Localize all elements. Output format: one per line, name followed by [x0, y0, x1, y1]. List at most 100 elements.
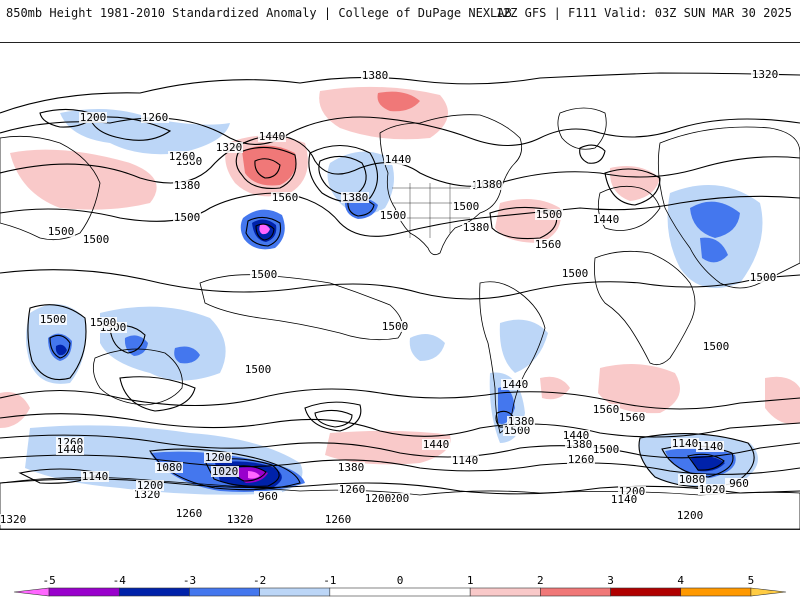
contour-label: 1320	[0, 513, 26, 526]
contour-label-bg	[136, 480, 164, 491]
contour-label: 1440	[385, 153, 412, 166]
coastline-africa	[594, 250, 696, 366]
colorbar-tick-label: -4	[113, 574, 127, 587]
negative-anomaly-area	[498, 387, 515, 424]
contour-label: 1260	[176, 507, 203, 520]
colorbar-ticks: -5 -4 -3 -2 -1 0 1 2 3 4 5	[42, 574, 754, 587]
contour-label-bg	[451, 455, 479, 466]
contour-label-bg	[141, 112, 169, 123]
contour-label-bg	[0, 514, 27, 525]
contour-label-bg	[381, 321, 409, 332]
positive-anomaly-area	[0, 392, 30, 428]
contour-label: 1080	[679, 473, 706, 486]
contour-label: 1200	[365, 492, 392, 505]
contour-label-bg	[696, 441, 724, 452]
colorbar-bin	[189, 587, 260, 597]
map-canvas: 1380132012001260144013801260132013801500…	[0, 68, 800, 529]
map-title: 850mb Height 1981-2010 Standardized Anom…	[6, 6, 512, 20]
positive-anomaly-area	[495, 199, 561, 243]
contour-label: 1200	[205, 451, 232, 464]
contour-label-bg	[79, 112, 107, 123]
contour-label-bg	[89, 317, 117, 328]
contour-label: 960	[729, 477, 749, 490]
contour-label-bg	[462, 222, 490, 233]
state-boundaries	[392, 183, 480, 238]
contour-label: 1500	[174, 211, 201, 224]
coastline-south-america	[479, 281, 546, 434]
contour-label: 1200	[80, 111, 107, 124]
contour-label-bg	[535, 209, 563, 220]
contour-label: 1080	[156, 461, 183, 474]
contour-label-bg	[562, 430, 590, 441]
positive-anomaly-area	[242, 145, 296, 186]
colorbar-tick-label: -2	[253, 574, 266, 587]
colorbar-tick-label: -3	[183, 574, 196, 587]
contour-label: 1380	[362, 69, 389, 82]
contour-label-bg	[173, 180, 201, 191]
contour-label: 1500	[536, 208, 563, 221]
negative-anomaly-area	[700, 237, 728, 263]
contour-label-bg	[751, 69, 779, 80]
contour-low-hawaii-inner	[255, 223, 275, 241]
contour-label-bg	[361, 70, 389, 81]
contour-label: 1140	[452, 454, 479, 467]
negative-anomaly-area	[499, 319, 548, 373]
coastline-europe	[597, 185, 661, 231]
contour-label: 1380	[566, 438, 593, 451]
contour-label-bg	[254, 491, 282, 502]
colorbar-bin	[118, 587, 190, 597]
contour-label: 960	[258, 490, 278, 503]
contour-label-bg	[507, 416, 535, 427]
contour-label: 1320	[134, 488, 161, 501]
contour-label: 1020	[212, 465, 239, 478]
colorbar-bin	[610, 587, 682, 597]
contour-label: 1500	[380, 209, 407, 222]
negative-anomaly-area	[55, 344, 67, 356]
colorbar: -5 -4 -3 -2 -1 0 1 2 3 4 5	[13, 574, 787, 597]
colorbar-tick-label: 4	[677, 574, 684, 587]
contour-label: 1140	[82, 470, 109, 483]
colorbar-tick-label: 3	[607, 574, 614, 587]
contour-1560-south-indian	[119, 376, 196, 412]
contour-label-bg	[452, 201, 480, 212]
contour-1500-africa	[604, 168, 661, 206]
contour-label-bg	[204, 452, 232, 463]
contour-low-south-pacific-inner	[49, 334, 71, 359]
contour-label: 1140	[697, 440, 724, 453]
contour-label-bg	[676, 510, 704, 521]
contour-label: 1440	[259, 130, 286, 143]
contour-label: 1380	[463, 221, 490, 234]
contour-1560-inner	[254, 158, 281, 179]
colorbar-bin	[48, 587, 120, 597]
contour-label-bg	[250, 269, 278, 280]
contour-label: 1440	[563, 429, 590, 442]
colorbar-tick-label: 2	[537, 574, 544, 587]
contour-1080-low	[149, 448, 301, 491]
contour-label-bg	[39, 314, 67, 325]
contour-1020-low	[204, 458, 280, 487]
contour-label-bg	[211, 466, 239, 477]
coastline-asia-west	[0, 135, 101, 241]
negative-anomaly-area	[100, 306, 226, 381]
positive-anomaly-area	[765, 376, 800, 424]
contour-label-bg	[168, 151, 196, 162]
contour-label-bg	[592, 214, 620, 225]
contour-1560-high-north-atlantic	[489, 206, 558, 240]
contour-label: 1560	[272, 191, 299, 204]
contour-1440-south	[0, 388, 800, 410]
contour-label: 1500	[562, 267, 589, 280]
colorbar-tick-label: 0	[397, 574, 404, 587]
contour-label: 1500	[251, 268, 278, 281]
contour-label: 1380	[342, 191, 369, 204]
colorbar-bin	[750, 587, 787, 597]
colorbar-bin	[469, 587, 541, 597]
contour-label: 1380	[476, 178, 503, 191]
contour-label-bg	[592, 404, 620, 415]
colorbar-bins	[13, 587, 787, 597]
contour-label-bg	[618, 412, 646, 423]
contour-label: 1500	[703, 340, 730, 353]
contour-label-bg	[215, 142, 243, 153]
contour-label-bg	[271, 192, 299, 203]
contour-label-bg	[379, 210, 407, 221]
contour-label-bg	[503, 425, 531, 436]
